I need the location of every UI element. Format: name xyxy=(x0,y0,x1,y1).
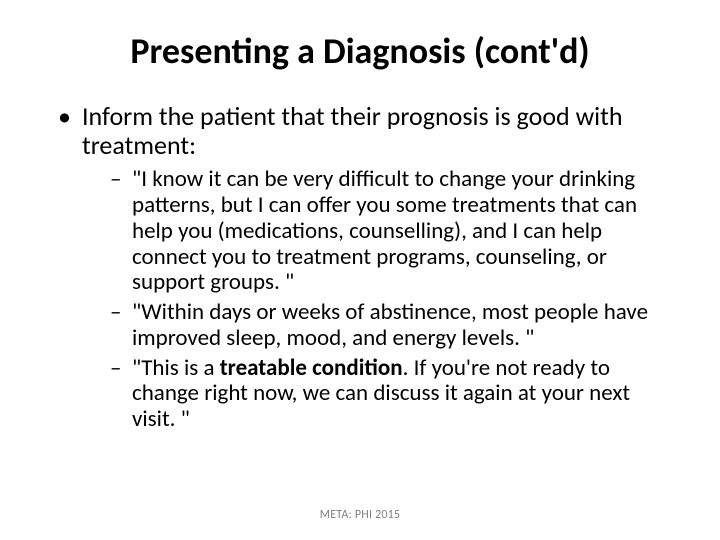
slide-footer: META: PHI 2015 xyxy=(0,508,720,522)
list-item: "I know it can be very difficult to chan… xyxy=(110,167,670,296)
bullet-text: "Within days or weeks of abstinence, mos… xyxy=(132,298,648,352)
bullet-list-level2: "I know it can be very difficult to chan… xyxy=(110,167,670,433)
list-item: Inform the patient that their prognosis … xyxy=(58,102,670,433)
bullet-list-level1: Inform the patient that their prognosis … xyxy=(58,102,670,433)
bullet-text: "I know it can be very difficult to chan… xyxy=(132,165,637,296)
slide: Presenting a Diagnosis (cont'd) Inform t… xyxy=(0,0,720,540)
list-item: "This is a treatable condition. If you'r… xyxy=(110,356,670,433)
list-item: "Within days or weeks of abstinence, mos… xyxy=(110,300,670,352)
bullet-text: Inform the patient that their prognosis … xyxy=(82,100,623,162)
bold-text: treatable condition xyxy=(220,354,403,382)
slide-title: Presenting a Diagnosis (cont'd) xyxy=(50,32,670,72)
bullet-text: "This is a xyxy=(132,354,220,382)
